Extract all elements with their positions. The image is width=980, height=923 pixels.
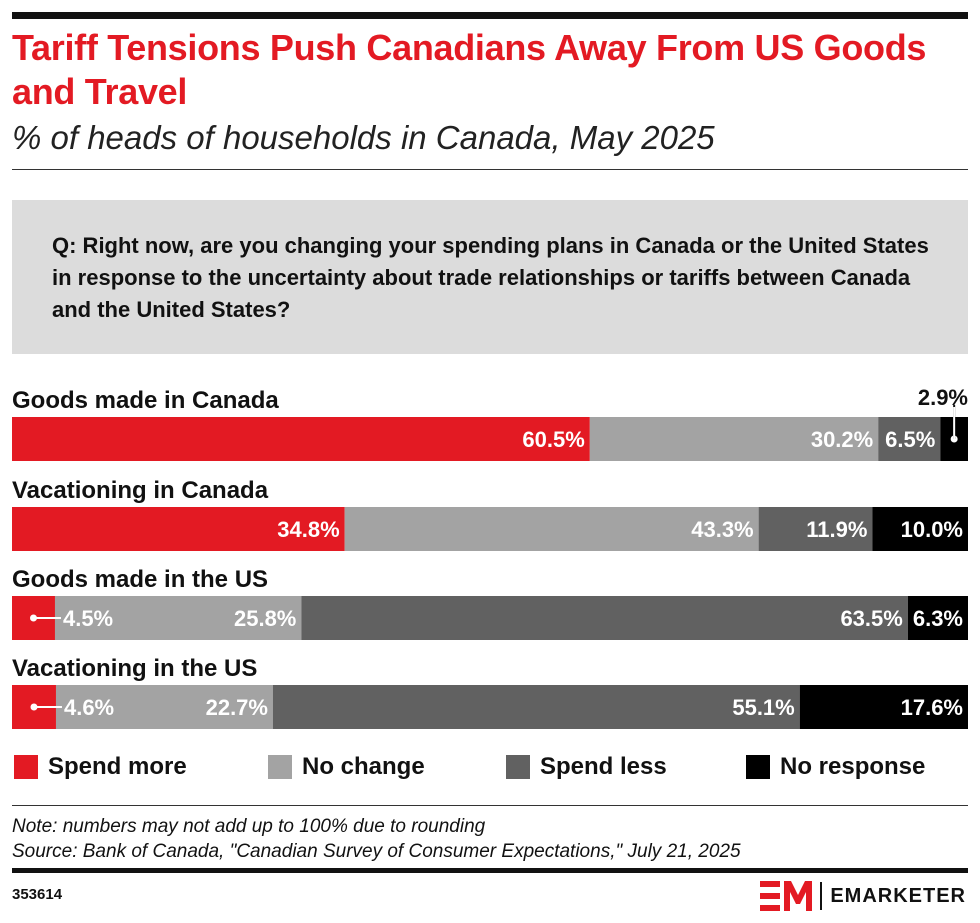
emarketer-mark-icon (760, 881, 813, 911)
legend-label: Spend more (48, 753, 187, 780)
data-label: 6.5% (885, 427, 935, 452)
question-box: Q: Right now, are you changing your spen… (12, 200, 968, 354)
data-label: 22.7% (206, 695, 268, 720)
brand-separator (820, 882, 823, 910)
header-divider (12, 169, 968, 170)
bar-segment (55, 685, 273, 729)
bar-segment (758, 507, 873, 551)
legend-swatch (14, 755, 38, 779)
data-label: 55.1% (732, 695, 794, 720)
category-label: Goods made in Canada (12, 387, 279, 414)
bottom-rule (12, 868, 968, 873)
bar-segment (344, 507, 759, 551)
bar-segment (54, 596, 302, 640)
legend-label: No response (780, 753, 926, 780)
question-text: Q: Right now, are you changing your spen… (52, 233, 929, 322)
stacked-bar-chart: Goods made in Canada 60.5% 30.2% 6.5% 2.9% Va… (12, 385, 968, 729)
bar-segment (12, 417, 590, 461)
data-label: 4.6% (64, 695, 114, 720)
legend-swatch (506, 755, 530, 779)
bar-segment (907, 596, 968, 640)
note-text: Note: numbers may not add up to 100% due… (12, 816, 486, 837)
bar-segment (301, 596, 908, 640)
data-label: 6.3% (913, 606, 963, 631)
chart-title: Tariff Tensions Push Canadians Away From… (12, 27, 927, 112)
source-text: Source: Bank of Canada, "Canadian Survey… (12, 841, 741, 862)
data-label: 4.5% (63, 606, 113, 631)
legend-label: No change (302, 753, 425, 780)
data-label: 34.8% (277, 517, 339, 542)
footnotes: Note: numbers may not add up to 100% due… (12, 814, 962, 864)
bar-segment (799, 685, 968, 729)
data-label: 17.6% (901, 695, 963, 720)
legend-item: No response (746, 752, 925, 782)
bar-segment (12, 507, 345, 551)
category-label: Goods made in the US (12, 566, 268, 593)
brand-name: EMARKETER (830, 884, 966, 907)
chart-id: 353614 (12, 886, 63, 903)
chart-legend: Spend more No change Spend less No response (0, 752, 980, 782)
legend-label: Spend less (540, 753, 667, 780)
data-label: 25.8% (234, 606, 296, 631)
legend-swatch (746, 755, 770, 779)
legend-item: Spend less (506, 752, 667, 782)
legend-item: Spend more (14, 752, 187, 782)
bar-segment (878, 417, 941, 461)
category-label: Vacationing in Canada (12, 477, 269, 504)
data-label: 63.5% (840, 606, 902, 631)
category-label: Vacationing in the US (12, 655, 257, 682)
legend-item: No change (268, 752, 425, 782)
chart-subtitle: % of heads of households in Canada, May … (12, 119, 715, 156)
brand-logo: EMARKETER (760, 878, 966, 914)
data-label: 60.5% (522, 427, 584, 452)
top-rule (12, 12, 968, 19)
data-label: 2.9% (918, 385, 968, 410)
bar-segment (872, 507, 968, 551)
data-label: 30.2% (811, 427, 873, 452)
legend-swatch (268, 755, 292, 779)
footer-divider (12, 805, 968, 806)
bar-segment (272, 685, 800, 729)
data-label: 10.0% (901, 517, 963, 542)
data-label: 11.9% (806, 517, 867, 542)
bar-segment (589, 417, 879, 461)
data-label: 43.3% (691, 517, 753, 542)
